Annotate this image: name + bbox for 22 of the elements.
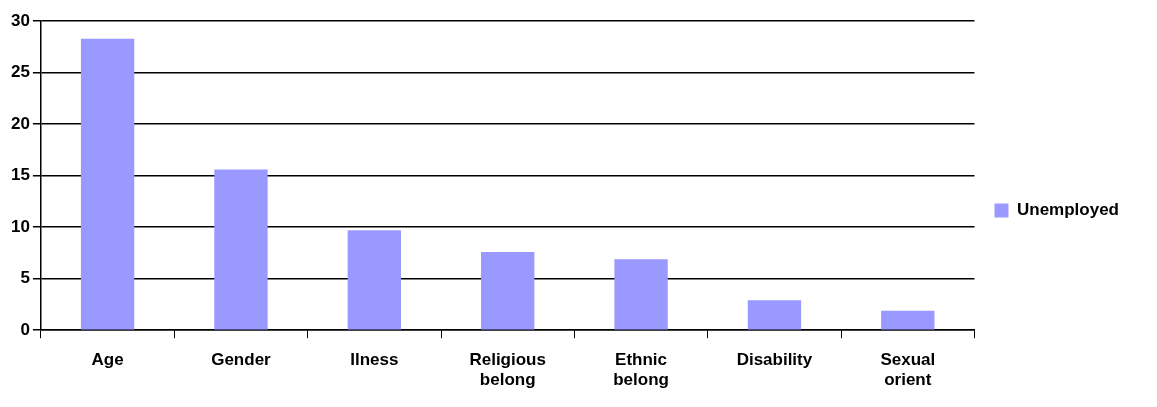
bar [80, 38, 135, 330]
x-tick-label: Gender [211, 350, 272, 370]
y-tick-label: 0 [20, 319, 30, 339]
bar [347, 230, 401, 330]
x-tick-label: Ethnic belong [613, 350, 669, 390]
x-tick-label: Religious belong [469, 350, 546, 390]
y-tick-label: 30 [10, 10, 30, 30]
y-tick-label: 25 [10, 62, 30, 82]
legend-label: Unemployed [1016, 200, 1120, 220]
x-tick-label: Age [91, 350, 124, 370]
bar [881, 310, 935, 330]
bar [614, 259, 668, 330]
x-tick-label: Disability [736, 350, 813, 370]
bar [214, 169, 268, 330]
y-tick-label: 5 [20, 268, 30, 288]
y-tick-label: 20 [10, 113, 30, 133]
x-tick-label: Ilness [350, 350, 399, 370]
x-tick-label: Sexual orient [880, 350, 936, 390]
y-tick-label: 15 [10, 165, 30, 185]
y-tick-label: 10 [10, 216, 30, 236]
bar [747, 300, 802, 330]
bar [481, 251, 535, 330]
